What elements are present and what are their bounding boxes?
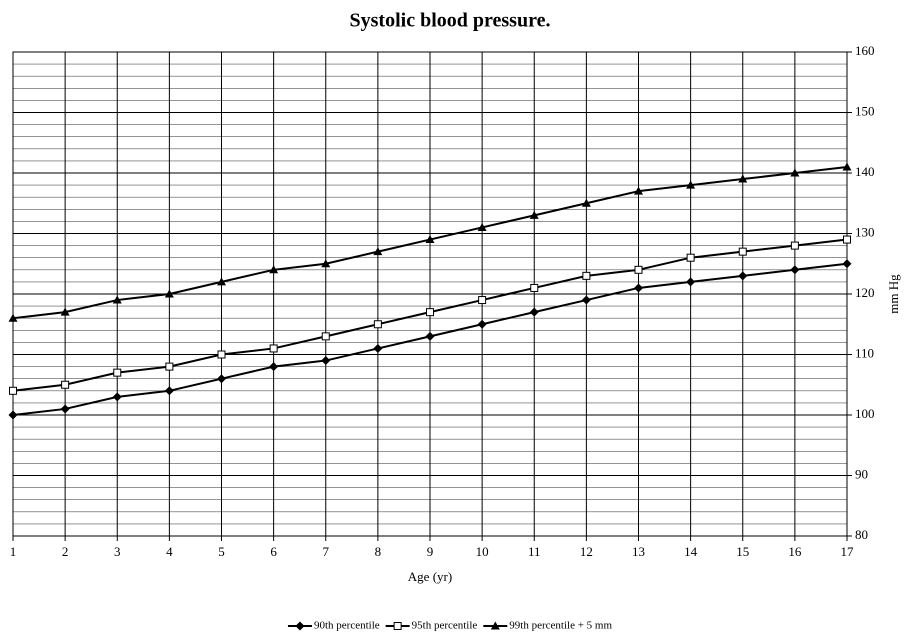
y-tick-label: 140	[855, 164, 875, 179]
marker	[478, 296, 487, 305]
marker	[425, 331, 435, 341]
marker	[581, 295, 591, 305]
marker	[686, 277, 696, 287]
marker	[373, 343, 383, 353]
marker	[321, 356, 331, 366]
x-tick-label: 6	[270, 544, 277, 559]
x-tick-label: 4	[166, 544, 173, 559]
marker	[269, 265, 279, 274]
marker	[321, 332, 330, 341]
y-tick-label: 110	[855, 345, 874, 360]
marker	[8, 313, 18, 322]
chart-title: Systolic blood pressure.	[350, 10, 551, 32]
x-tick-label: 9	[427, 544, 434, 559]
marker	[581, 198, 591, 207]
marker	[373, 247, 383, 256]
marker	[843, 235, 851, 244]
marker	[164, 386, 174, 396]
marker	[269, 362, 279, 372]
marker	[112, 295, 122, 304]
plot-frame	[12, 51, 848, 537]
x-tick-label: 10	[476, 544, 489, 559]
marker	[790, 265, 800, 275]
x-tick-label: 15	[736, 544, 749, 559]
marker	[530, 283, 539, 292]
marker	[217, 350, 226, 359]
marker	[790, 168, 800, 177]
y-tick-label: 120	[855, 285, 875, 300]
y-tick-label: 100	[855, 406, 875, 421]
legend: 90th percentile 95th percentile 99th perce…	[287, 620, 612, 632]
marker	[582, 271, 591, 280]
marker	[165, 362, 174, 371]
marker	[490, 621, 500, 630]
marker	[61, 380, 70, 389]
marker	[842, 259, 852, 269]
y-tick-label: 160	[855, 43, 875, 58]
marker	[686, 180, 696, 189]
legend-label: 95th percentile	[412, 620, 478, 632]
y-tick-label: 90	[855, 466, 868, 481]
marker	[164, 289, 174, 298]
marker	[634, 265, 643, 274]
legend-item: 99th percentile + 5 mm	[483, 620, 612, 632]
x-axis-label: Age (yr)	[408, 569, 452, 584]
marker	[529, 307, 539, 317]
marker	[217, 277, 226, 286]
x-tick-label: 1	[10, 544, 17, 559]
marker	[529, 210, 539, 219]
marker	[477, 319, 487, 329]
marker	[738, 247, 747, 256]
legend-item: 90th percentile	[287, 620, 380, 632]
legend-item: 95th percentile	[385, 620, 478, 632]
x-tick-label: 16	[788, 544, 802, 559]
x-tick-label: 7	[323, 544, 330, 559]
marker	[738, 174, 748, 183]
marker	[217, 374, 226, 384]
x-tick-label: 8	[375, 544, 382, 559]
marker	[60, 404, 70, 414]
marker	[393, 622, 402, 630]
x-tick-label: 14	[684, 544, 698, 559]
marker	[8, 410, 18, 420]
marker	[634, 283, 643, 293]
y-axis-label: mm Hg	[886, 274, 901, 314]
x-tick-label: 11	[528, 544, 541, 559]
marker	[738, 271, 748, 281]
x-tick-label: 5	[218, 544, 225, 559]
marker	[112, 392, 122, 402]
marker	[373, 320, 382, 329]
marker	[295, 621, 305, 631]
marker	[686, 253, 695, 262]
marker	[60, 307, 70, 316]
marker	[790, 241, 799, 250]
marker	[634, 186, 643, 195]
marker	[477, 222, 487, 231]
marker	[9, 386, 17, 395]
marker	[425, 235, 435, 244]
y-tick-label: 80	[855, 527, 868, 542]
marker	[321, 259, 331, 268]
x-tick-label: 2	[62, 544, 69, 559]
y-tick-label: 150	[855, 103, 875, 118]
legend-label: 90th percentile	[314, 620, 380, 632]
marker	[426, 308, 434, 317]
marker	[113, 368, 122, 377]
marker	[842, 162, 852, 171]
x-tick-label: 13	[632, 544, 645, 559]
legend-label: 99th percentile + 5 mm	[509, 620, 612, 632]
marker	[269, 344, 278, 353]
x-tick-label: 12	[580, 544, 593, 559]
y-tick-label: 130	[855, 224, 875, 239]
x-tick-label: 3	[114, 544, 121, 559]
x-tick-label: 17	[841, 544, 855, 559]
